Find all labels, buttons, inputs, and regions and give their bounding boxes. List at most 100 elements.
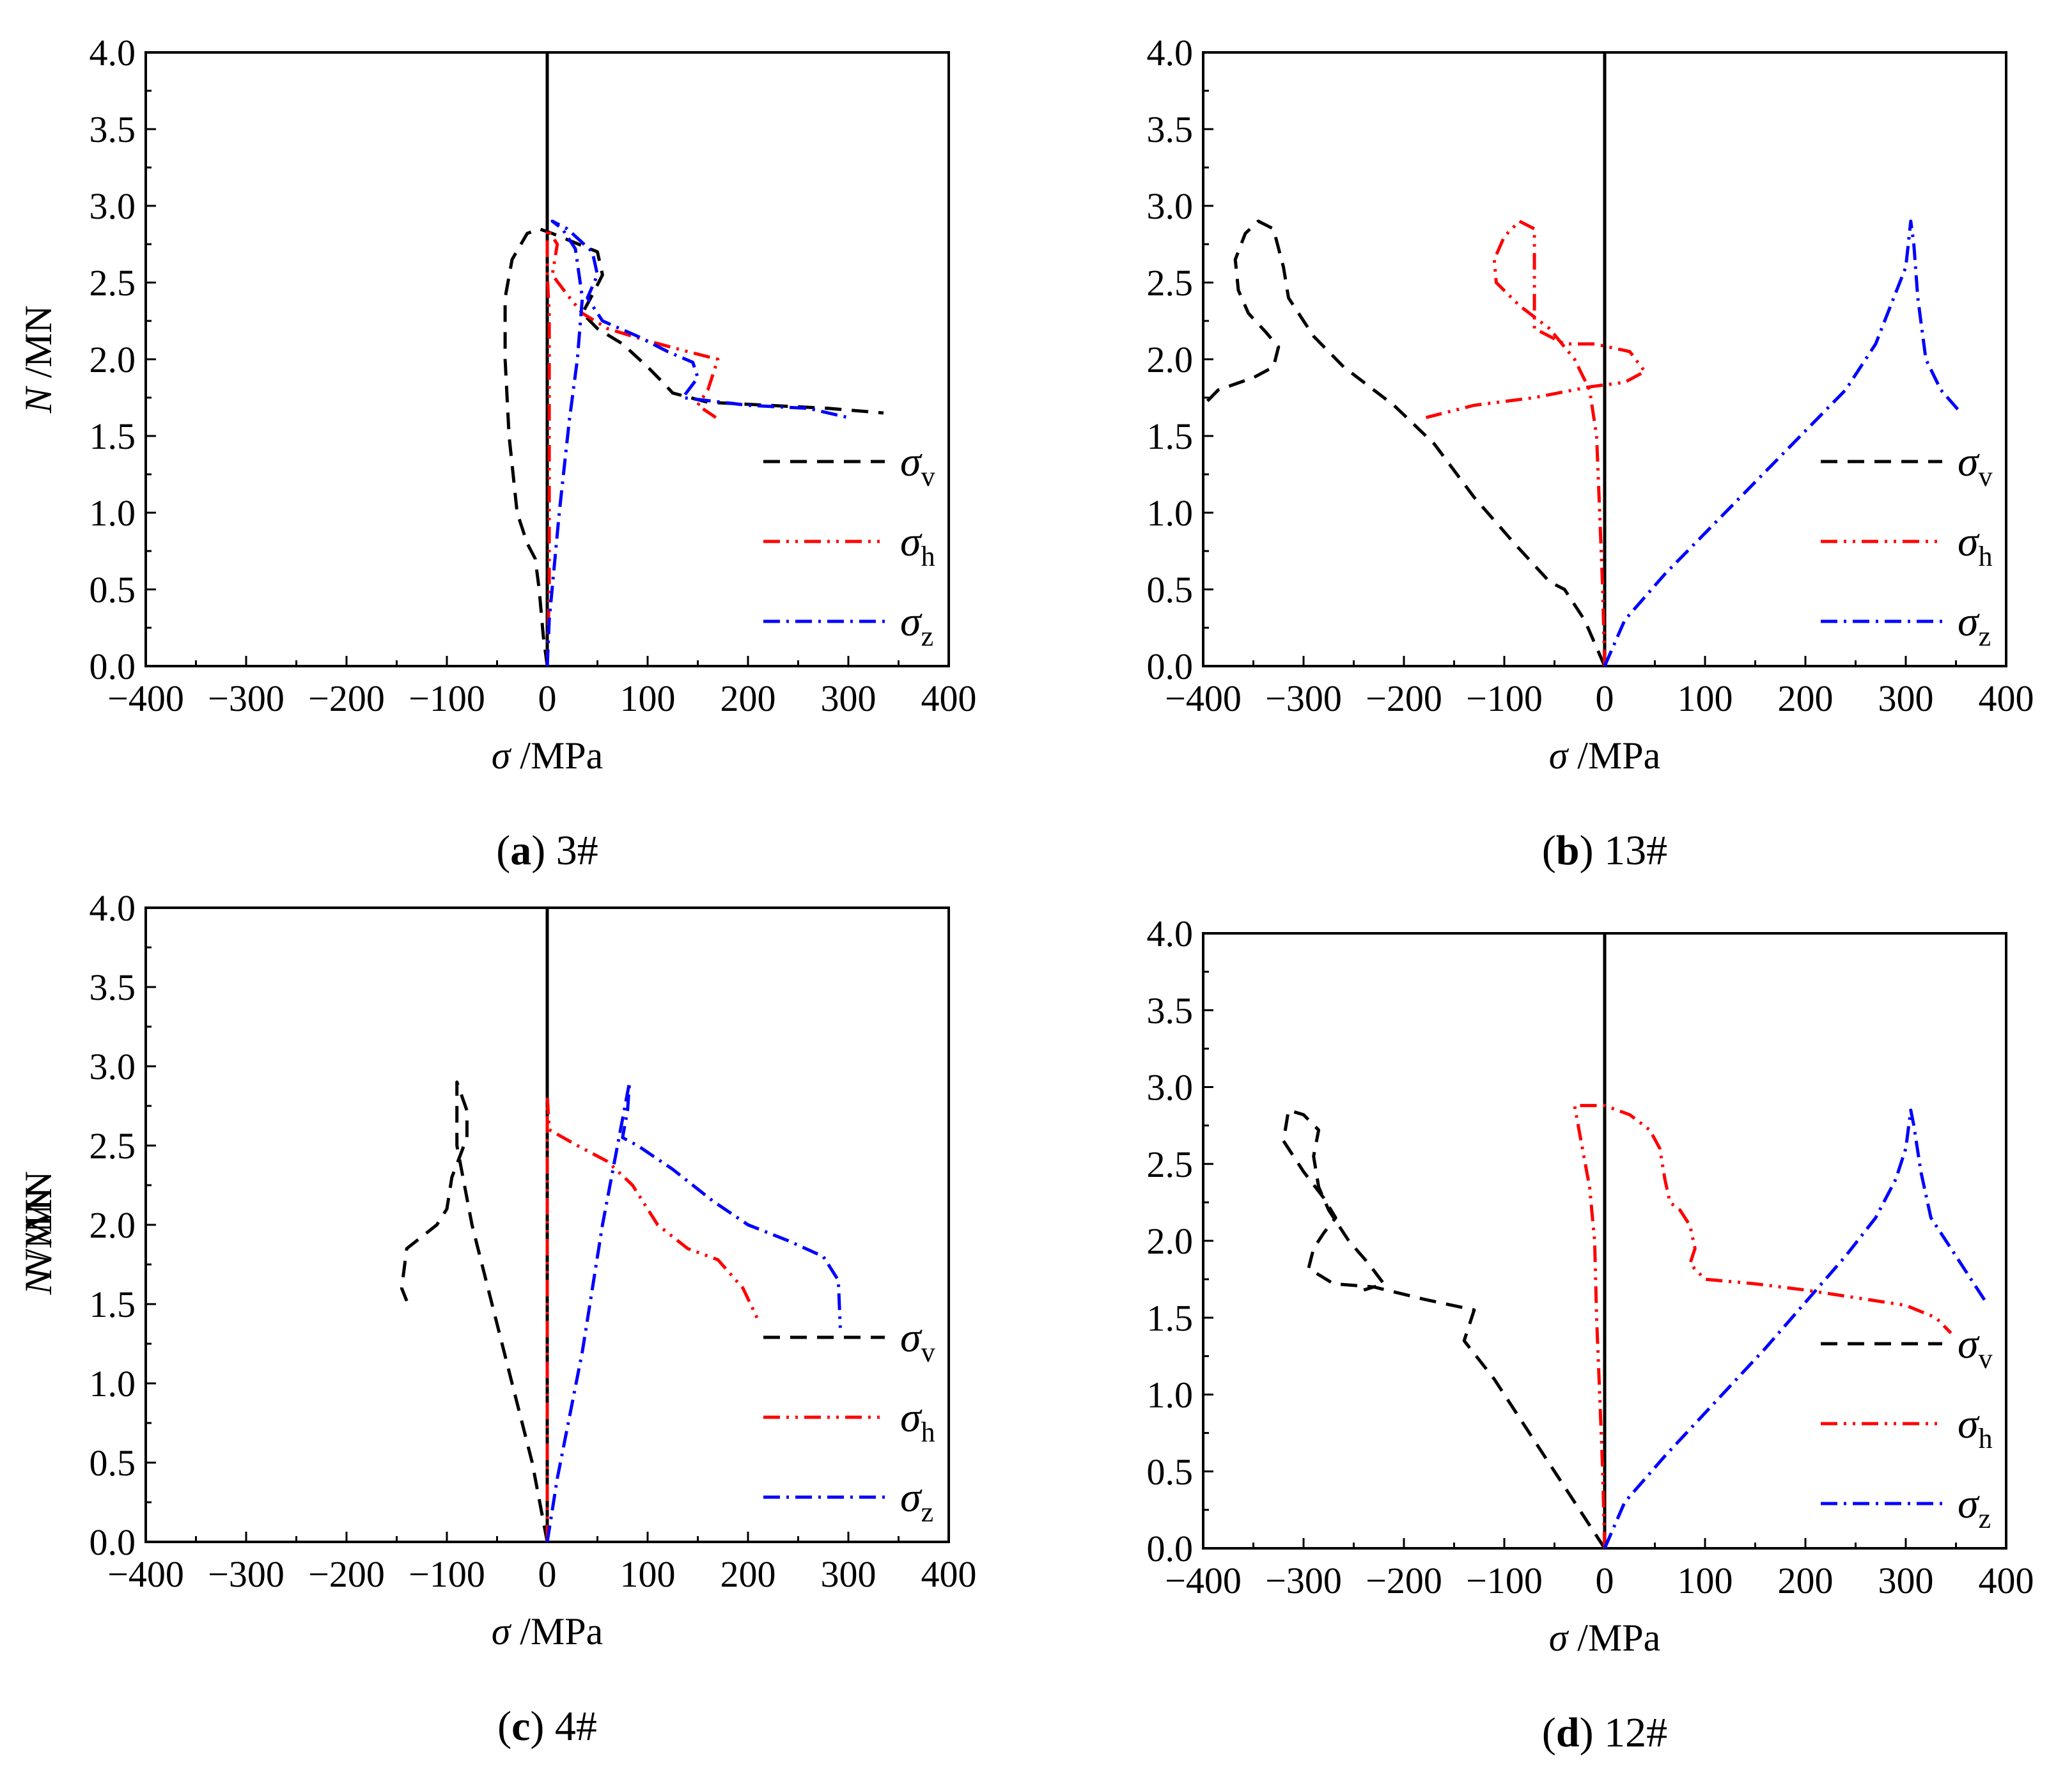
panel-caption: (d) 12# — [1542, 1709, 1667, 1756]
x-tick-label: 200 — [1778, 1560, 1834, 1601]
x-tick-label: 100 — [1678, 1560, 1733, 1601]
x-tick-label: −200 — [1366, 678, 1442, 719]
x-tick-label: −400 — [107, 1553, 184, 1595]
y-tick-label: 0.5 — [90, 569, 136, 610]
x-tick-label: −200 — [308, 1553, 385, 1595]
legend-label-sigma-v: σv — [900, 1314, 935, 1368]
x-tick-label: 400 — [921, 1553, 977, 1595]
legend-label-sigma-h: σh — [900, 1394, 935, 1448]
y-tick-label: 2.0 — [90, 339, 136, 380]
x-tick-label: −400 — [107, 678, 184, 719]
y-tick-label: 3.5 — [90, 109, 136, 150]
x-tick-label: −300 — [208, 1553, 284, 1595]
y-tick-label: 2.5 — [1147, 262, 1194, 304]
y-tick-label: 3.5 — [1147, 990, 1194, 1031]
y-tick-label: 3.5 — [90, 967, 136, 1008]
y-tick-label: 0.0 — [90, 646, 136, 687]
series-line-sigma-z — [545, 1080, 842, 1543]
x-axis-title: σ /MPa — [1549, 1617, 1661, 1659]
legend: σv σh σz — [1821, 439, 1993, 652]
y-tick-label: 2.0 — [90, 1204, 136, 1246]
x-axis-title: σ /MPa — [492, 1610, 604, 1652]
y-tick-label: 4.0 — [1147, 32, 1194, 74]
series-line-sigma-v — [1202, 219, 1607, 667]
chart-b: −400 −300 −200 −100 0 100 200 300 400 0.0 0.5 1.0 1.… — [17, 32, 2034, 874]
x-tick-label: 100 — [1678, 678, 1733, 719]
legend-label-sigma-z: σz — [1958, 1481, 1991, 1534]
legend-label-sigma-v: σv — [900, 439, 935, 492]
panel-caption: (a) 3# — [496, 827, 598, 874]
x-tick-label: 400 — [1979, 1560, 2034, 1601]
x-tick-label: 300 — [821, 678, 876, 719]
x-tick-label: −300 — [1265, 1560, 1342, 1601]
y-tick-label: 2.5 — [90, 262, 136, 304]
x-tick-label: −200 — [308, 678, 385, 719]
y-axis-title: N /MN — [17, 1171, 59, 1279]
y-tick-label: 4.0 — [1147, 913, 1194, 954]
y-tick-label: 0.5 — [1147, 569, 1194, 610]
y-tick-label: 1.5 — [90, 416, 136, 457]
y-tick-label: 1.0 — [90, 1363, 136, 1404]
x-tick-label: 0 — [538, 678, 557, 719]
x-tick-label: −400 — [1165, 1560, 1242, 1601]
x-tick-label: −400 — [1165, 678, 1242, 719]
x-tick-label: 400 — [1979, 678, 2034, 719]
legend-label-sigma-h: σh — [1958, 518, 1993, 572]
y-tick-label: 0.0 — [90, 1521, 136, 1563]
chart-a: −400 −300 −200 −100 0 100 200 300 400 0.0 0.5 1.0 1.… — [17, 32, 977, 874]
x-tick-label: 400 — [921, 678, 977, 719]
x-tick-label: −200 — [1366, 1560, 1442, 1601]
y-tick-label: 2.0 — [1147, 1220, 1194, 1262]
legend-label-sigma-z: σz — [900, 598, 933, 652]
x-tick-label: −100 — [409, 678, 485, 719]
x-tick-label: −300 — [208, 678, 284, 719]
y-tick-label: 4.0 — [90, 32, 136, 74]
y-tick-label: 0.0 — [1147, 1528, 1194, 1569]
x-tick-label: 0 — [538, 1553, 557, 1595]
x-axis-title: σ /MPa — [492, 735, 604, 777]
y-tick-label: 1.5 — [1147, 1297, 1194, 1339]
series-line-sigma-h — [545, 227, 720, 667]
y-tick-label: 1.5 — [90, 1284, 136, 1325]
legend-label-sigma-h: σh — [1958, 1401, 1993, 1454]
x-tick-label: −300 — [1265, 678, 1342, 719]
legend-label-sigma-h: σh — [900, 518, 935, 572]
y-axis-title: N /MN — [17, 1187, 59, 1295]
legend: σv σh σz — [1821, 1321, 1993, 1534]
y-axis-title: N /MN — [17, 306, 59, 414]
y-tick-label: 1.0 — [90, 492, 136, 534]
y-tick-label: 1.0 — [1147, 1374, 1194, 1416]
x-tick-label: 200 — [1778, 678, 1834, 719]
y-tick-label: 0.5 — [1147, 1451, 1194, 1493]
legend-label-sigma-v: σv — [1958, 1321, 1993, 1374]
legend: σv σh σz — [763, 1314, 935, 1528]
legend-label-sigma-z: σz — [900, 1474, 933, 1528]
legend: σv σh σz — [763, 439, 935, 652]
y-tick-label: 0.0 — [1147, 646, 1194, 687]
chart-c: −400 −300 −200 −100 0 100 200 300 400 0.0 0.5 1.0 1.… — [17, 887, 977, 1750]
y-tick-label: 3.0 — [1147, 185, 1194, 227]
series-line-sigma-h — [545, 1093, 759, 1542]
x-axis-title: σ /MPa — [1549, 735, 1661, 777]
x-tick-label: 300 — [1878, 678, 1934, 719]
y-tick-label: 2.5 — [90, 1125, 136, 1167]
y-tick-label: 3.5 — [1147, 109, 1194, 150]
series-line-sigma-v — [400, 1080, 549, 1543]
chart-d: −400 −300 −200 −100 0 100 200 300 400 0.0 0.5 1.0 1.… — [17, 913, 2034, 1756]
x-tick-label: −100 — [1466, 678, 1543, 719]
series-line-sigma-h — [1425, 219, 1647, 667]
panel-caption: (c) 4# — [497, 1703, 597, 1750]
series-line-sigma-z — [1603, 1108, 1988, 1549]
y-tick-label: 3.0 — [90, 1046, 136, 1087]
series-line-sigma-v — [1282, 1108, 1607, 1550]
series-line-sigma-z — [545, 219, 849, 667]
y-tick-label: 3.0 — [1147, 1067, 1194, 1108]
legend-label-sigma-z: σz — [1958, 598, 1991, 652]
y-tick-label: 0.5 — [90, 1442, 136, 1484]
series-line-sigma-v — [503, 227, 884, 667]
x-tick-label: 300 — [821, 1553, 876, 1595]
panel-caption: (b) 13# — [1542, 827, 1667, 874]
x-tick-label: 200 — [721, 1553, 776, 1595]
x-tick-label: −100 — [1466, 1560, 1543, 1601]
